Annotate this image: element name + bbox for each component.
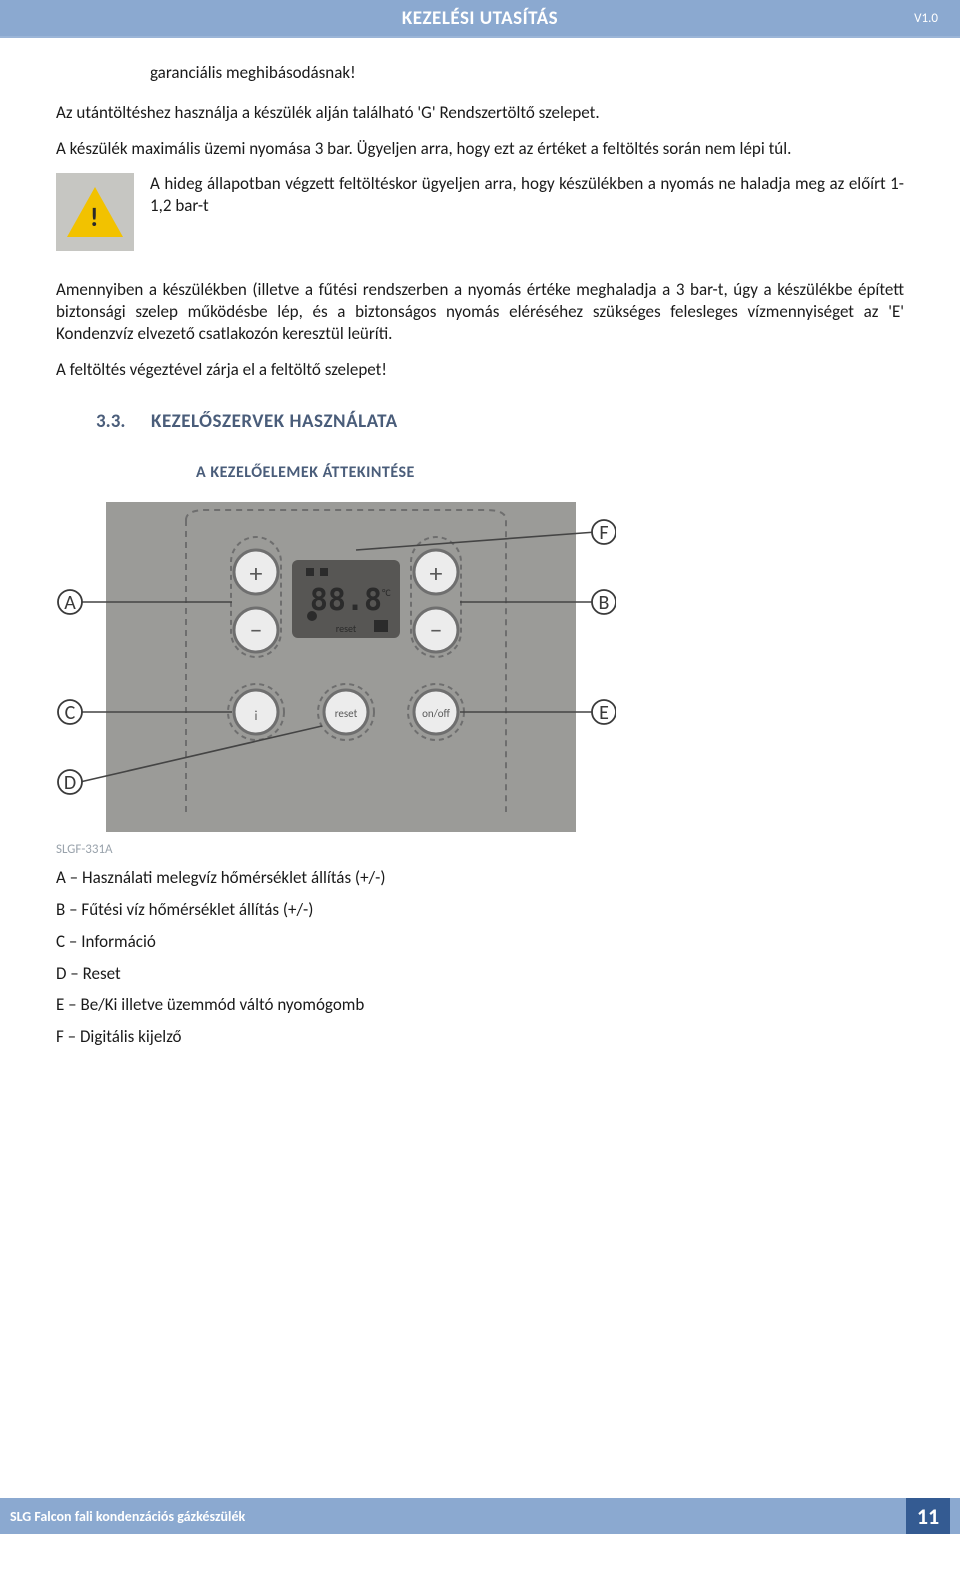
legend-b: B – Fűtési víz hőmérséklet állítás (+/-): [56, 899, 904, 921]
legend-f: F – Digitális kijelző: [56, 1026, 904, 1048]
page-body: garanciális meghibásodásnak! Az utántölt…: [0, 38, 960, 1498]
svg-text:B: B: [599, 591, 610, 615]
svg-text:°C: °C: [382, 586, 391, 599]
svg-text:E: E: [599, 701, 609, 725]
svg-text:A: A: [64, 591, 76, 615]
svg-text:reset: reset: [335, 707, 358, 720]
svg-text:i: i: [255, 709, 258, 724]
control-panel-diagram: 88.8 °C reset + – +: [56, 502, 616, 832]
section-heading-row: 3.3. KEZELŐSZERVEK HASZNÁLATA: [96, 410, 904, 433]
legend-list: A – Használati melegvíz hőmérséklet állí…: [56, 867, 904, 1048]
legend-c: C – Információ: [56, 931, 904, 953]
legend-a: A – Használati melegvíz hőmérséklet állí…: [56, 867, 904, 889]
page-number: 11: [906, 1498, 950, 1534]
text-line-3: A készülék maximális üzemi nyomása 3 bar…: [56, 138, 904, 160]
svg-text:F: F: [599, 521, 608, 545]
footer-text: SLG Falcon fali kondenzációs gázkészülék: [10, 1508, 245, 1525]
text-para-2: Amennyiben a készülékben (illetve a fűté…: [56, 279, 904, 344]
legend-d: D – Reset: [56, 963, 904, 985]
warning-block: A hideg állapotban végzett feltöltéskor …: [56, 173, 904, 251]
onoff-button-wrap: on/off: [408, 684, 464, 740]
svg-text:–: –: [250, 613, 263, 645]
svg-text:D: D: [64, 771, 76, 795]
header-bar: KEZELÉSI UTASÍTÁS V1.0: [0, 0, 960, 38]
text-para-3: A feltöltés végeztével zárja el a feltöl…: [56, 359, 904, 381]
svg-text:on/off: on/off: [422, 707, 450, 720]
svg-text:–: –: [430, 613, 443, 645]
footer-bar: SLG Falcon fali kondenzációs gázkészülék…: [0, 1498, 960, 1534]
text-line-1: garanciális meghibásodásnak!: [150, 62, 904, 84]
model-code: SLGF-331A: [56, 842, 904, 857]
section-number: 3.3.: [96, 410, 125, 433]
section-title: KEZELŐSZERVEK HASZNÁLATA: [151, 410, 398, 433]
legend-e: E – Be/Ki illetve üzemmód váltó nyomógom…: [56, 994, 904, 1016]
lcd-display: 88.8 °C reset: [292, 560, 400, 638]
warning-text: A hideg állapotban végzett feltöltéskor …: [150, 173, 904, 217]
warning-icon: [56, 173, 134, 251]
svg-text:reset: reset: [336, 622, 357, 635]
section-subheading: A KEZELŐELEMEK ÁTTEKINTÉSE: [196, 463, 904, 482]
svg-text:C: C: [65, 701, 76, 725]
reset-button-wrap: reset: [318, 684, 374, 740]
lcd-value: 88.8: [310, 583, 382, 618]
header-version: V1.0: [914, 11, 938, 26]
svg-text:+: +: [430, 557, 443, 589]
text-line-2: Az utántöltéshez használja a készülék al…: [56, 102, 904, 124]
header-title: KEZELÉSI UTASÍTÁS: [402, 7, 558, 30]
info-button-wrap: i: [228, 684, 284, 740]
svg-text:+: +: [250, 557, 263, 589]
